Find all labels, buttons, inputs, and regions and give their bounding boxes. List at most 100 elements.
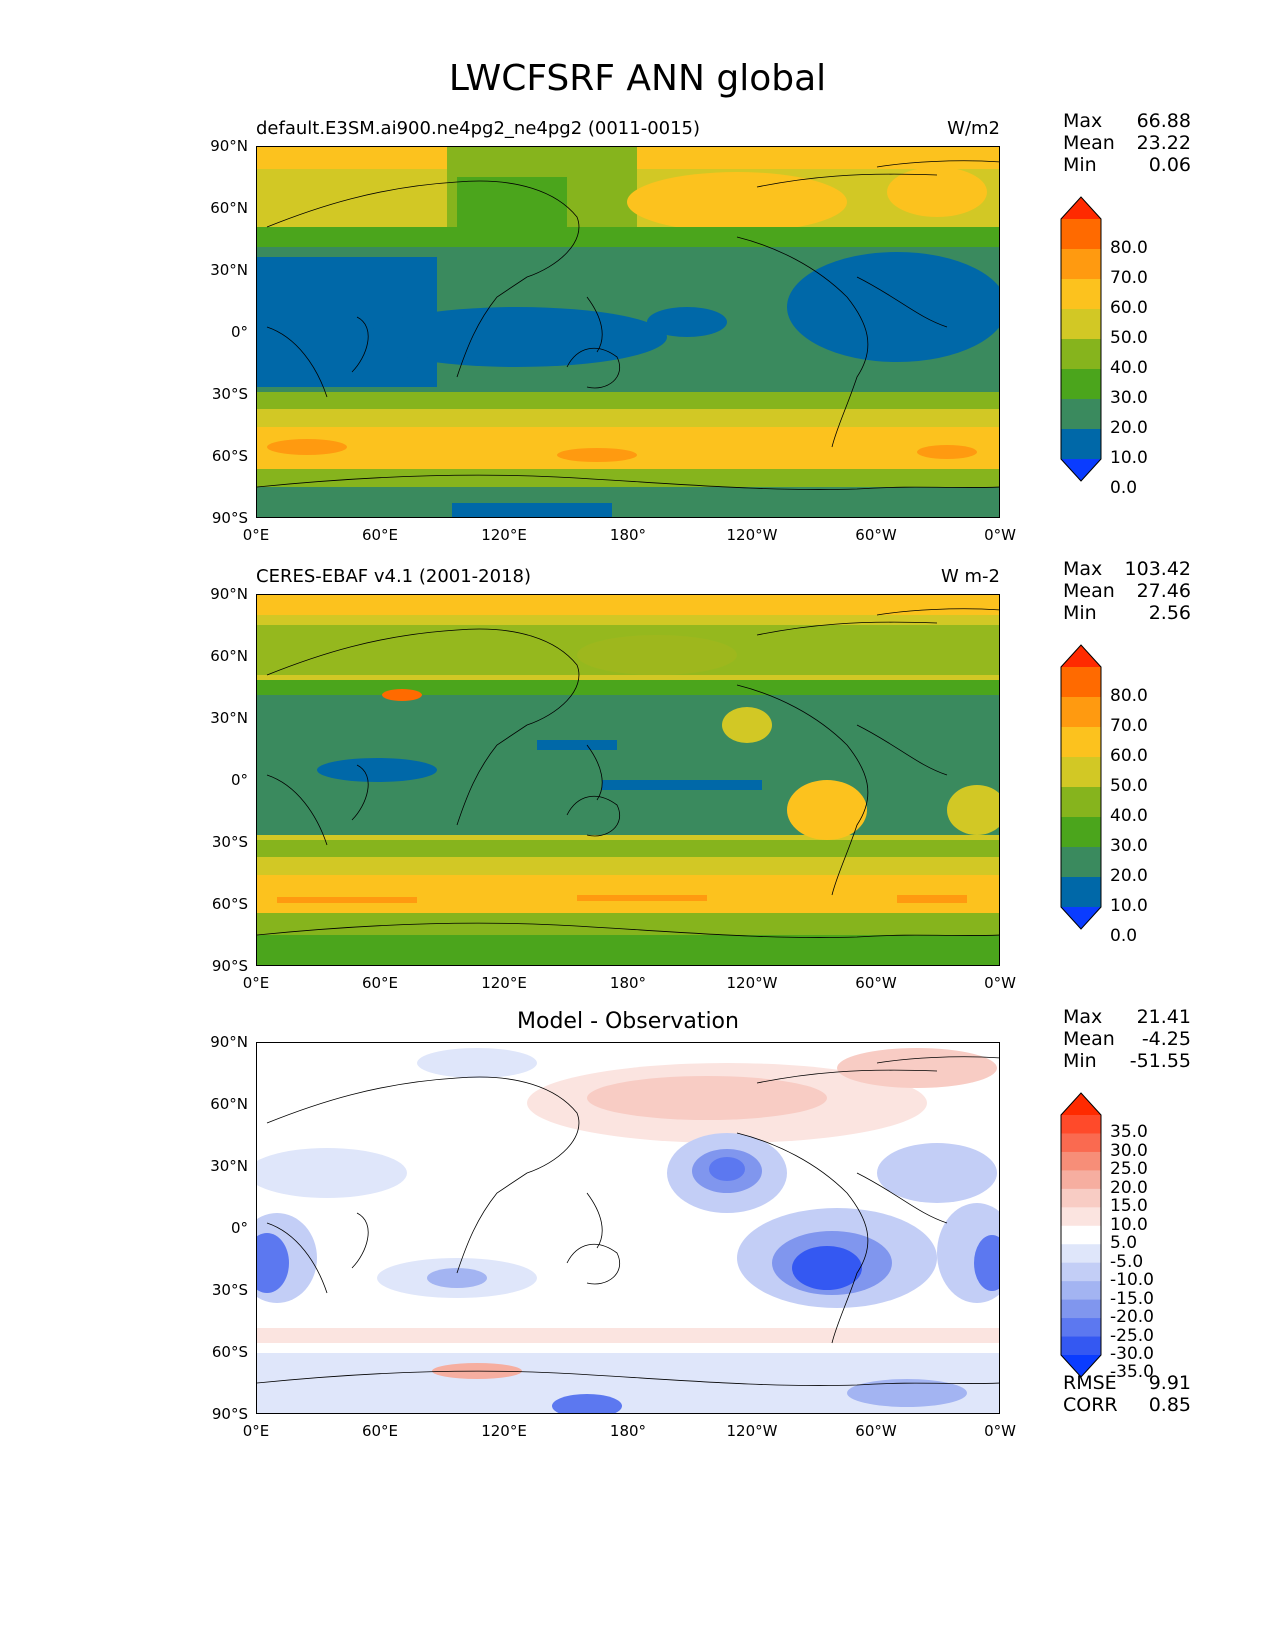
lon-tick-label: 0°E bbox=[242, 1422, 270, 1440]
panel-units: W m-2 bbox=[940, 566, 1000, 587]
colorbar-segment bbox=[1061, 1318, 1101, 1338]
lon-tick-label: 180° bbox=[609, 1422, 647, 1440]
figure-title: LWCFSRF ANN global bbox=[448, 58, 827, 99]
colorbar-graphic bbox=[1060, 196, 1102, 482]
lon-tick-label: 0°E bbox=[242, 974, 270, 992]
lon-tick-label: 0°E bbox=[242, 526, 270, 544]
lon-tick-label: 60°E bbox=[361, 526, 399, 544]
colorbar-segment bbox=[1061, 1115, 1101, 1134]
coastline bbox=[257, 160, 999, 490]
colorbar-segment bbox=[1061, 817, 1101, 848]
panel-observation: CERES-EBAF v4.1 (2001-2018) W m-2 bbox=[0, 448, 1275, 992]
colorbar-graphic bbox=[1060, 1092, 1102, 1378]
colorbar-tick-label: -30.0 bbox=[1110, 1344, 1154, 1364]
colorbar-tick-label: 25.0 bbox=[1110, 1159, 1148, 1180]
colorbar-extend-min bbox=[1061, 1355, 1101, 1377]
stat-value-min: 0.06 bbox=[1148, 154, 1191, 176]
colorbar-graphic bbox=[1060, 644, 1102, 930]
colorbar-segment bbox=[1061, 1281, 1101, 1301]
lat-tick-label: 60°S bbox=[211, 1343, 248, 1361]
stat-value-max: 103.42 bbox=[1124, 558, 1191, 580]
colorbar-tick-label: 10.0 bbox=[1110, 896, 1148, 916]
stat-label-max: Max bbox=[1063, 1006, 1103, 1028]
stat-label-min: Min bbox=[1063, 602, 1097, 624]
panel-left-title: default.E3SM.ai900.ne4pg2_ne4pg2 (0011-0… bbox=[256, 118, 701, 139]
lat-tick-label: 0° bbox=[230, 1219, 248, 1237]
lat-tick-label: 90°S bbox=[211, 957, 248, 975]
stats-box: Max 21.41 Mean -4.25 Min -51.55 bbox=[1063, 1006, 1191, 1072]
colorbar-tick-label: 10.0 bbox=[1110, 1214, 1148, 1235]
lat-tick-label: 90°S bbox=[211, 509, 248, 527]
stat-label-min: Min bbox=[1063, 1050, 1097, 1072]
map-field bbox=[257, 147, 999, 517]
colorbar-tick-label: -25.0 bbox=[1110, 1325, 1154, 1346]
colorbar-tick-label: 35.0 bbox=[1110, 1122, 1148, 1143]
lat-tick-label: 90°N bbox=[210, 585, 248, 603]
colorbar-tick-label: -5.0 bbox=[1110, 1251, 1144, 1272]
colorbar-segment bbox=[1061, 1207, 1101, 1227]
panel-left-title: CERES-EBAF v4.1 (2001-2018) bbox=[256, 566, 532, 587]
coastline bbox=[257, 1056, 999, 1386]
colorbar-segment bbox=[1061, 369, 1101, 400]
colorbar: 35.0 30.0 25.0 20.0 15.0 10.0 5.0 -5.0 -10.0 -15.… bbox=[1060, 1092, 1154, 1382]
lat-tick-label: 60°S bbox=[211, 895, 248, 913]
lat-tick-label: 30°S bbox=[211, 833, 248, 851]
colorbar-tick-label: 60.0 bbox=[1110, 746, 1148, 766]
stat-label-max: Max bbox=[1063, 110, 1103, 132]
lon-tick-label: 180° bbox=[609, 526, 647, 544]
lon-tick-label: 120°W bbox=[726, 1422, 778, 1440]
stat-label-mean: Mean bbox=[1063, 580, 1115, 602]
lon-tick-label: 0°W bbox=[984, 974, 1016, 992]
colorbar-segment bbox=[1061, 339, 1101, 370]
colorbar-segment bbox=[1061, 847, 1101, 878]
colorbar-segment bbox=[1061, 219, 1101, 250]
colorbar-segment bbox=[1061, 249, 1101, 280]
colorbar-segment bbox=[1061, 787, 1101, 818]
stats-box: Max 103.42 Mean 27.46 Min 2.56 bbox=[1063, 558, 1191, 624]
stat-label-min: Min bbox=[1063, 154, 1097, 176]
colorbar-segment bbox=[1061, 1299, 1101, 1319]
lat-tick-label: 60°N bbox=[210, 199, 248, 217]
coastline bbox=[257, 608, 999, 938]
colorbar: 80.0 70.0 60.0 50.0 40.0 30.0 20.0 10.0 0.0 bbox=[1060, 644, 1148, 946]
colorbar-segment bbox=[1061, 429, 1101, 460]
colorbar-tick-label: 50.0 bbox=[1110, 328, 1148, 348]
stat-label-corr: CORR bbox=[1063, 1394, 1118, 1416]
colorbar-segment bbox=[1061, 1188, 1101, 1208]
colorbar-tick-label: 60.0 bbox=[1110, 298, 1148, 318]
lon-tick-label: 60°W bbox=[855, 526, 897, 544]
colorbar-tick-label: 50.0 bbox=[1110, 776, 1148, 796]
colorbar-tick-label: 30.0 bbox=[1110, 836, 1148, 856]
lat-tick-label: 60°N bbox=[210, 647, 248, 665]
colorbar-segment bbox=[1061, 757, 1101, 788]
lat-tick-label: 90°N bbox=[210, 1033, 248, 1051]
colorbar-tick-label: 40.0 bbox=[1110, 358, 1148, 378]
colorbar-segment bbox=[1061, 1133, 1101, 1153]
colorbar-segment bbox=[1061, 279, 1101, 310]
lat-tick-label: 30°N bbox=[210, 1157, 248, 1175]
lon-tick-label: 120°W bbox=[726, 526, 778, 544]
stat-value-max: 66.88 bbox=[1136, 110, 1191, 132]
lat-tick-label: 30°S bbox=[211, 1281, 248, 1299]
stats-box: Max 66.88 Mean 23.22 Min 0.06 bbox=[1063, 110, 1191, 176]
colorbar-tick-label: 5.0 bbox=[1110, 1233, 1138, 1254]
stat-label-max: Max bbox=[1063, 558, 1103, 580]
colorbar-tick-label: 10.0 bbox=[1110, 448, 1148, 468]
colorbar-tick-label: 20.0 bbox=[1110, 418, 1148, 438]
colorbar-tick-label: 30.0 bbox=[1110, 388, 1148, 408]
stat-value-min: 2.56 bbox=[1148, 602, 1191, 624]
colorbar-tick-label: 40.0 bbox=[1110, 806, 1148, 826]
colorbar-segment bbox=[1061, 1262, 1101, 1282]
stat-value-mean: -4.25 bbox=[1141, 1028, 1191, 1050]
colorbar-tick-label: -35.0 bbox=[1110, 1362, 1154, 1383]
colorbar-segment bbox=[1061, 309, 1101, 340]
lon-tick-label: 120°E bbox=[481, 974, 527, 992]
colorbar-tick-label: 0.0 bbox=[1110, 478, 1138, 498]
map-field bbox=[257, 595, 999, 965]
map-field bbox=[257, 1043, 999, 1413]
colorbar-tick-label: -20.0 bbox=[1110, 1307, 1154, 1328]
colorbar-tick-label: 20.0 bbox=[1110, 866, 1148, 886]
colorbar-tick-label: 30.0 bbox=[1110, 1140, 1148, 1161]
lon-tick-label: 120°W bbox=[726, 974, 778, 992]
stat-value-corr: 0.85 bbox=[1148, 1394, 1191, 1416]
